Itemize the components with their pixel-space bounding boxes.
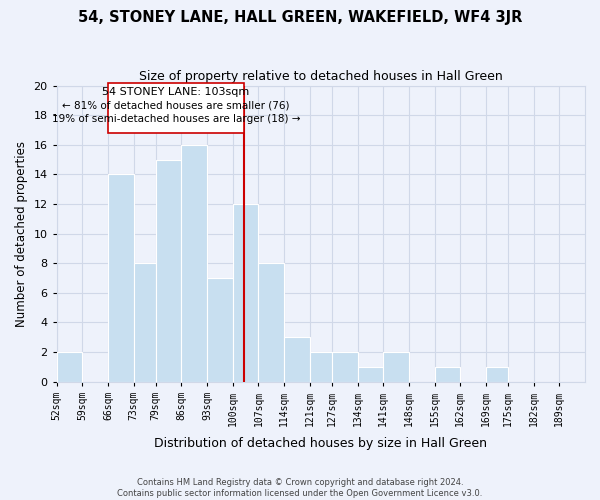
Text: 19% of semi-detached houses are larger (18) →: 19% of semi-detached houses are larger (… — [52, 114, 300, 124]
Bar — [134, 263, 156, 382]
Bar — [284, 337, 310, 382]
FancyBboxPatch shape — [108, 82, 244, 133]
Bar — [156, 160, 181, 382]
Text: Contains HM Land Registry data © Crown copyright and database right 2024.
Contai: Contains HM Land Registry data © Crown c… — [118, 478, 482, 498]
Bar — [108, 174, 134, 382]
Bar — [486, 367, 508, 382]
Bar — [207, 278, 233, 382]
Bar — [332, 352, 358, 382]
X-axis label: Distribution of detached houses by size in Hall Green: Distribution of detached houses by size … — [154, 437, 487, 450]
Bar — [181, 145, 207, 382]
Bar — [358, 367, 383, 382]
Bar — [57, 352, 82, 382]
Text: 54 STONEY LANE: 103sqm: 54 STONEY LANE: 103sqm — [103, 87, 250, 97]
Text: ← 81% of detached houses are smaller (76): ← 81% of detached houses are smaller (76… — [62, 100, 290, 110]
Title: Size of property relative to detached houses in Hall Green: Size of property relative to detached ho… — [139, 70, 503, 83]
Bar — [233, 204, 259, 382]
Text: 54, STONEY LANE, HALL GREEN, WAKEFIELD, WF4 3JR: 54, STONEY LANE, HALL GREEN, WAKEFIELD, … — [78, 10, 522, 25]
Y-axis label: Number of detached properties: Number of detached properties — [15, 140, 28, 326]
Bar — [434, 367, 460, 382]
Bar — [259, 263, 284, 382]
Bar — [310, 352, 332, 382]
Bar — [383, 352, 409, 382]
